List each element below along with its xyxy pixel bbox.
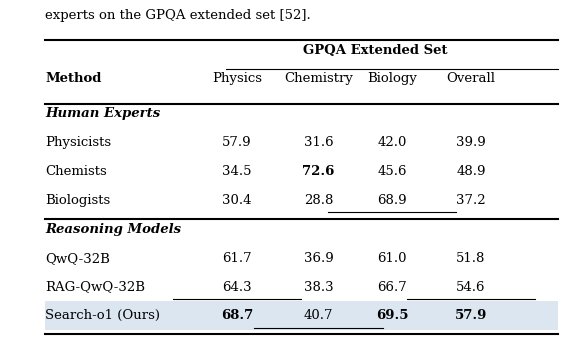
Text: 64.3: 64.3: [222, 281, 252, 294]
Text: GPQA Extended Set: GPQA Extended Set: [303, 44, 447, 57]
Text: Physics: Physics: [212, 72, 262, 85]
Text: 68.7: 68.7: [221, 309, 253, 322]
Text: 39.9: 39.9: [456, 136, 486, 149]
Text: 37.2: 37.2: [456, 194, 486, 207]
Text: 42.0: 42.0: [377, 136, 407, 149]
Text: 54.6: 54.6: [456, 281, 486, 294]
Text: Method: Method: [45, 72, 102, 85]
Text: 61.7: 61.7: [222, 252, 252, 265]
Text: 31.6: 31.6: [304, 136, 333, 149]
Text: 51.8: 51.8: [456, 252, 486, 265]
Text: 36.9: 36.9: [304, 252, 333, 265]
Text: Search-o1 (Ours): Search-o1 (Ours): [45, 309, 160, 322]
Text: 30.4: 30.4: [222, 194, 252, 207]
Text: 68.9: 68.9: [377, 194, 407, 207]
FancyBboxPatch shape: [45, 301, 558, 330]
Text: RAG-QwQ-32B: RAG-QwQ-32B: [45, 281, 145, 294]
Text: Biologists: Biologists: [45, 194, 111, 207]
Text: 69.5: 69.5: [376, 309, 408, 322]
Text: Chemists: Chemists: [45, 165, 107, 178]
Text: 72.6: 72.6: [302, 165, 335, 178]
Text: 34.5: 34.5: [222, 165, 252, 178]
Text: Human Experts: Human Experts: [45, 107, 160, 120]
Text: 48.9: 48.9: [456, 165, 486, 178]
Text: QwQ-32B: QwQ-32B: [45, 252, 110, 265]
Text: Chemistry: Chemistry: [284, 72, 353, 85]
Text: experts on the GPQA extended set [52].: experts on the GPQA extended set [52].: [45, 9, 311, 22]
Text: 45.6: 45.6: [377, 165, 407, 178]
Text: 57.9: 57.9: [455, 309, 487, 322]
Text: Physicists: Physicists: [45, 136, 111, 149]
Text: 40.7: 40.7: [304, 309, 333, 322]
Text: Overall: Overall: [447, 72, 495, 85]
Text: 66.7: 66.7: [377, 281, 407, 294]
Text: 57.9: 57.9: [222, 136, 252, 149]
Text: 38.3: 38.3: [304, 281, 333, 294]
Text: Reasoning Models: Reasoning Models: [45, 223, 181, 236]
Text: 61.0: 61.0: [377, 252, 407, 265]
Text: 28.8: 28.8: [304, 194, 333, 207]
Text: Biology: Biology: [367, 72, 417, 85]
